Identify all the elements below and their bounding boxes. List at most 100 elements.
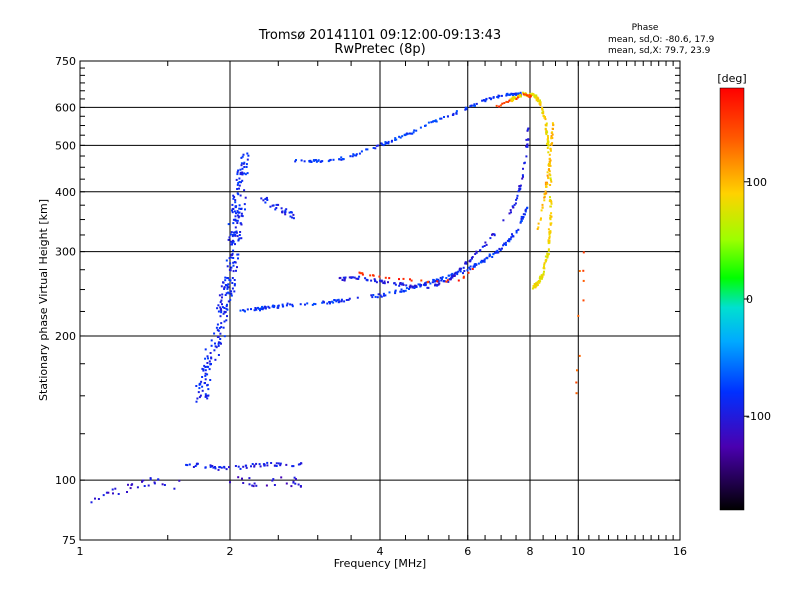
- data-point: [355, 154, 358, 157]
- data-point: [220, 299, 223, 302]
- data-point: [234, 201, 237, 204]
- data-point: [516, 96, 519, 99]
- data-point: [479, 261, 482, 264]
- data-point: [502, 219, 505, 222]
- data-point: [405, 287, 408, 290]
- data-point: [521, 177, 524, 180]
- data-point: [163, 484, 166, 486]
- data-point: [343, 278, 346, 281]
- data-point: [550, 180, 553, 183]
- data-point: [218, 327, 221, 330]
- data-point: [545, 122, 548, 125]
- data-point: [360, 150, 363, 153]
- data-point: [468, 260, 471, 263]
- data-point: [483, 259, 486, 262]
- data-point: [223, 288, 226, 290]
- data-point: [210, 344, 213, 347]
- data-point: [548, 160, 551, 163]
- data-point: [505, 100, 508, 103]
- data-point: [336, 299, 339, 302]
- data-point: [227, 223, 230, 226]
- data-point: [474, 104, 476, 107]
- data-point: [299, 303, 302, 306]
- data-point: [374, 147, 377, 150]
- data-point: [547, 140, 550, 143]
- data-point: [242, 153, 245, 156]
- data-point: [543, 196, 546, 199]
- data-point: [185, 463, 188, 466]
- data-point: [274, 208, 277, 211]
- data-point: [348, 276, 351, 279]
- data-point: [221, 303, 223, 306]
- data-point: [515, 229, 518, 232]
- data-point: [549, 223, 552, 226]
- data-point: [434, 284, 436, 287]
- data-point: [439, 276, 442, 279]
- data-point: [547, 248, 550, 251]
- data-point: [547, 142, 549, 145]
- data-point: [449, 278, 452, 281]
- data-point: [451, 274, 454, 277]
- data-point: [436, 280, 439, 283]
- data-point: [332, 301, 335, 304]
- data-point: [230, 240, 233, 243]
- data-point: [264, 305, 266, 308]
- data-point: [539, 104, 542, 107]
- data-point: [231, 209, 233, 212]
- data-point: [277, 203, 280, 206]
- data-point: [535, 97, 538, 100]
- data-point: [350, 276, 353, 279]
- data-point: [223, 335, 226, 338]
- data-point: [442, 280, 445, 282]
- data-point: [209, 379, 212, 381]
- data-point: [236, 188, 239, 190]
- data-point: [509, 98, 512, 101]
- data-point: [411, 286, 414, 289]
- data-point: [409, 278, 411, 281]
- data-point: [238, 181, 241, 183]
- data-point: [413, 287, 416, 289]
- data-point: [217, 341, 220, 344]
- data-point: [403, 290, 405, 293]
- data-point: [204, 348, 207, 351]
- y-tick-label: 750: [55, 55, 76, 68]
- data-point: [550, 137, 553, 140]
- data-point: [479, 249, 482, 252]
- data-point: [295, 478, 297, 481]
- data-point: [497, 96, 500, 99]
- data-point: [536, 228, 539, 230]
- data-point: [213, 349, 216, 352]
- data-point: [424, 124, 427, 127]
- data-point: [250, 465, 252, 468]
- data-point: [245, 464, 248, 467]
- data-point: [358, 275, 361, 278]
- data-point: [232, 222, 235, 225]
- data-point: [178, 479, 181, 482]
- data-point: [300, 159, 303, 162]
- data-point: [410, 279, 413, 282]
- data-point: [283, 211, 286, 214]
- data-point: [455, 110, 458, 113]
- data-point: [437, 280, 440, 283]
- data-point: [514, 96, 517, 99]
- data-point: [342, 276, 345, 279]
- data-point: [353, 276, 356, 279]
- data-point: [525, 138, 528, 141]
- data-point: [372, 274, 375, 277]
- data-point: [251, 484, 254, 487]
- data-point: [219, 332, 222, 335]
- data-point: [248, 483, 251, 486]
- data-point: [240, 223, 243, 226]
- data-point: [213, 332, 216, 335]
- data-point: [228, 236, 231, 239]
- data-point: [457, 279, 460, 282]
- data-point: [395, 138, 398, 141]
- data-point: [313, 302, 315, 305]
- data-point: [281, 303, 284, 306]
- data-point: [575, 392, 578, 395]
- data-point: [440, 117, 443, 120]
- data-point: [217, 468, 220, 471]
- data-point: [289, 303, 292, 306]
- data-point: [379, 294, 382, 297]
- data-point: [220, 342, 222, 345]
